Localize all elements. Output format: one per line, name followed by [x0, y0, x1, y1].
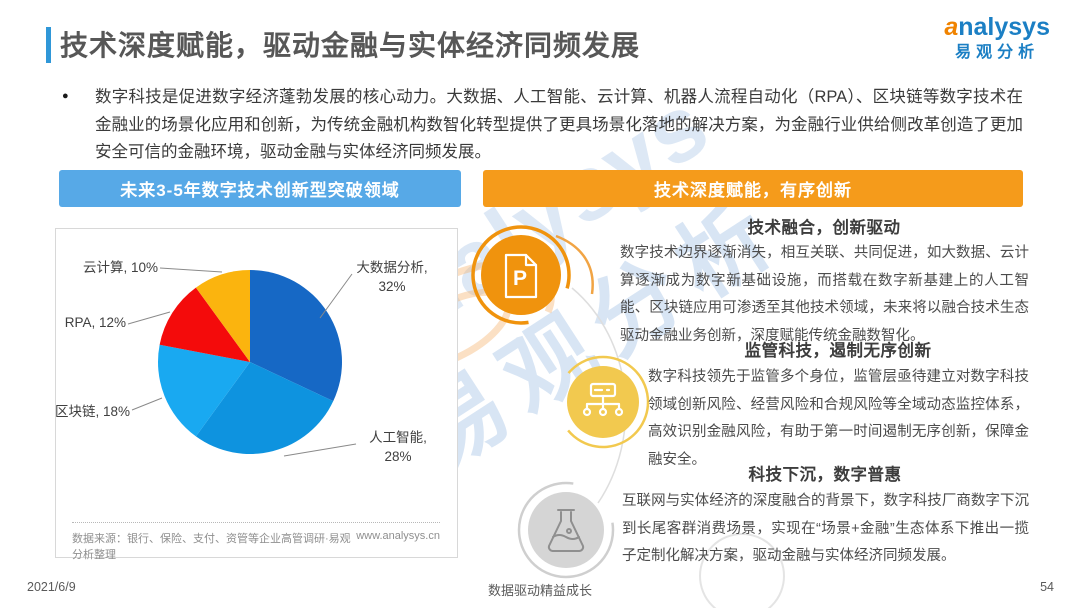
section-title-inclusion: 科技下沉，数字普惠	[748, 466, 902, 484]
logo-a-swirl: a	[944, 13, 959, 41]
section-body-inclusion: 互联网与实体经济的深度融合的背景下，数字科技厂商数字下沉到长尾客群消费场景，实现…	[622, 493, 1029, 564]
logo-brand: analysys	[944, 13, 1050, 42]
flask-icon	[517, 481, 615, 579]
pie-label-ai: 人工智能, 28%	[369, 430, 427, 464]
footer-motto: 数据驱动精益成长	[487, 583, 592, 598]
org-chart-icon	[556, 355, 650, 449]
document-p-icon: P	[471, 225, 571, 325]
pie-label-cloud: 云计算, 10%	[82, 260, 158, 275]
source-note: 数据来源：银行、保险、支付、资管等企业高管调研·易观分析整理	[72, 533, 351, 561]
source-url: www.analysys.cn	[356, 530, 440, 542]
pie-label-blockchain: 区块链, 18%	[54, 404, 130, 419]
logo-brand-rest: nalysys	[958, 13, 1050, 41]
title-accent-bar	[46, 27, 51, 63]
section-title-tech-fusion: 技术融合，创新驱动	[747, 219, 901, 237]
section-title-regtech: 监管科技，遏制无序创新	[744, 342, 932, 360]
bullet-icon: ●	[62, 90, 69, 102]
logo-brand-cn: 易观分析	[955, 43, 1040, 61]
source-divider	[72, 522, 440, 523]
page-title: 技术深度赋能，驱动金融与实体经济同频发展	[60, 30, 641, 61]
svg-text:P: P	[513, 267, 527, 290]
right-panel-header: 技术深度赋能，有序创新	[483, 170, 1023, 207]
footer-date: 2021/6/9	[27, 580, 76, 594]
pie-chart	[157, 270, 342, 454]
pie-label-big-data: 大数据分析, 32%	[356, 260, 428, 294]
intro-paragraph: 数字科技是促进数字经济蓬勃发展的核心动力。大数据、人工智能、云计算、机器人流程自…	[95, 88, 1023, 161]
section-body-regtech: 数字科技领先于监管多个身位，监管层亟待建立对数字科技领域创新风险、经营风险和合规…	[648, 369, 1029, 468]
analysys-logo: analysys 易观分析	[944, 13, 1050, 61]
footer-page-number: 54	[1040, 580, 1054, 594]
left-panel-header: 未来3-5年数字技术创新型突破领域	[59, 170, 461, 207]
pie-label-rpa: RPA, 12%	[64, 315, 126, 330]
section-body-tech-fusion: 数字技术边界逐渐消失，相互关联、共同促进，如大数据、云计算逐渐成为数字新基础设施…	[620, 245, 1029, 344]
